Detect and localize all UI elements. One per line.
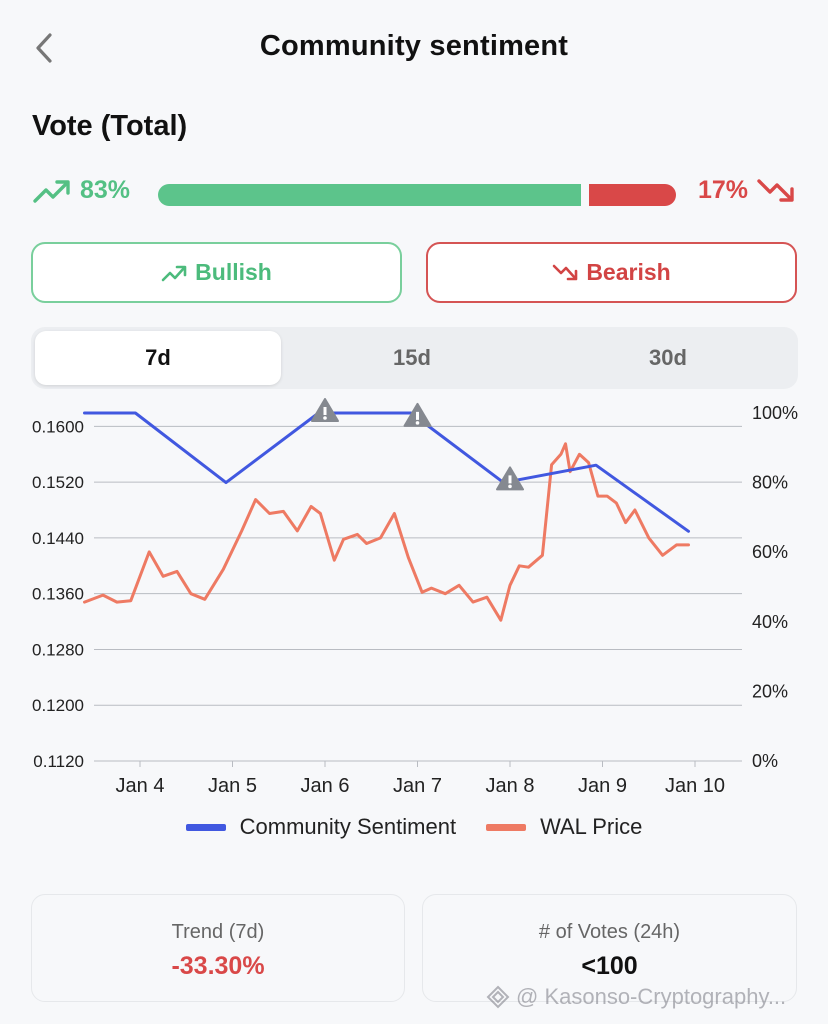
- votes-value: <100: [581, 952, 638, 980]
- sentiment-price-chart: 0.1600 0.1520 0.1440 0.1360 0.1280 0.1200 0.11…: [32, 398, 798, 797]
- warning-dot: [508, 484, 512, 489]
- bullish-percentage: 83%: [32, 176, 130, 205]
- warning-icon: [496, 466, 524, 491]
- trend-up-icon: [161, 265, 187, 281]
- bearish-button-label: Bearish: [586, 259, 671, 285]
- votes-card: # of Votes (24h) <100: [422, 894, 797, 1002]
- warning-dot: [323, 416, 327, 420]
- chart-legend: Community Sentiment WAL Price: [0, 810, 828, 844]
- left-axis-ticks: 0.1600 0.1520 0.1440 0.1360 0.1280 0.1200 0.11…: [32, 417, 84, 771]
- votes-label: # of Votes (24h): [538, 921, 681, 943]
- bearish-bar-fill: [589, 184, 676, 206]
- vote-ratio-row: 83% 17%: [32, 170, 796, 218]
- x-axis-ticks: Jan 4 Jan 5 Jan 6 Jan 7 Jan 8 Jan 9 Jan 10: [116, 761, 725, 797]
- time-range-tabs: 7d 15d 30d: [31, 327, 798, 389]
- right-axis-ticks: 100% 80% 60% 40% 20% 0%: [752, 403, 798, 771]
- left-tick-label: 0.1360: [32, 585, 84, 604]
- diamond-logo-icon: [486, 985, 510, 1009]
- x-tick-label: Jan 10: [665, 775, 725, 797]
- trend-card: Trend (7d) -33.30%: [31, 894, 405, 1002]
- trend-down-icon: [757, 178, 794, 202]
- x-tick-label: Jan 5: [208, 775, 257, 797]
- left-tick-label: 0.1280: [32, 640, 84, 659]
- legend-item-community-sentiment[interactable]: Community Sentiment: [185, 814, 457, 840]
- chart-gridlines: [94, 425, 742, 762]
- legend-label-price: WAL Price: [540, 814, 643, 839]
- tab-30d[interactable]: 30d: [649, 345, 687, 370]
- bearish-pct-text: 17%: [697, 176, 748, 204]
- right-tick-label: 100%: [752, 403, 798, 423]
- legend-swatch-price: [486, 823, 527, 831]
- x-tick-label: Jan 8: [486, 775, 535, 797]
- watermark: @ Kasonso-Cryptography...: [486, 984, 786, 1010]
- page-title: Community sentiment: [259, 30, 569, 62]
- warning-markers: [311, 398, 524, 491]
- bearish-button[interactable]: Bearish: [426, 242, 797, 303]
- bullish-button[interactable]: Bullish: [31, 242, 402, 303]
- legend-label-sentiment: Community Sentiment: [239, 814, 457, 839]
- series-line-community-sentiment: [83, 411, 690, 533]
- trend-value: -33.30%: [171, 952, 265, 980]
- warning-icon: [311, 398, 339, 422]
- x-tick-label: Jan 9: [578, 775, 627, 797]
- bullish-pct-text: 83%: [80, 176, 131, 204]
- x-tick-label: Jan 6: [301, 775, 350, 797]
- tab-7d[interactable]: 7d: [35, 331, 281, 385]
- trend-up-icon: [33, 179, 70, 203]
- series-line-wal-price: [83, 442, 690, 622]
- x-tick-label: Jan 4: [116, 775, 165, 797]
- watermark-text: @ Kasonso-Cryptography...: [516, 984, 787, 1009]
- header: Community sentiment: [0, 0, 828, 96]
- bullish-button-label: Bullish: [195, 259, 272, 285]
- legend-swatch-sentiment: [185, 823, 226, 831]
- chevron-left-icon: [36, 33, 52, 63]
- warning-bar: [323, 407, 327, 415]
- trend-label: Trend (7d): [171, 921, 265, 943]
- left-tick-label: 0.1440: [32, 529, 84, 548]
- trend-down-icon: [553, 264, 578, 280]
- legend-item-wal-price[interactable]: WAL Price: [486, 814, 642, 840]
- warning-bar: [508, 475, 512, 484]
- warning-dot: [415, 421, 420, 425]
- bearish-percentage: 17%: [698, 176, 796, 205]
- tab-15d[interactable]: 15d: [393, 345, 431, 370]
- back-button[interactable]: [26, 28, 62, 68]
- right-tick-label: 40%: [752, 612, 788, 632]
- vote-ratio-bar: [158, 184, 676, 206]
- left-tick-label: 0.1600: [32, 417, 84, 436]
- vote-section-title: Vote (Total): [32, 110, 188, 142]
- warning-bar: [416, 411, 419, 420]
- right-tick-label: 80%: [752, 473, 788, 493]
- warning-icon: [403, 402, 432, 427]
- bullish-bar-fill: [158, 184, 581, 206]
- left-tick-label: 0.1520: [32, 473, 84, 492]
- x-tick-label: Jan 7: [393, 775, 442, 797]
- left-tick-label: 0.1200: [32, 696, 84, 715]
- right-tick-label: 60%: [752, 542, 788, 562]
- right-tick-label: 20%: [752, 681, 788, 701]
- left-tick-label: 0.1120: [33, 752, 84, 771]
- right-tick-label: 0%: [752, 751, 778, 771]
